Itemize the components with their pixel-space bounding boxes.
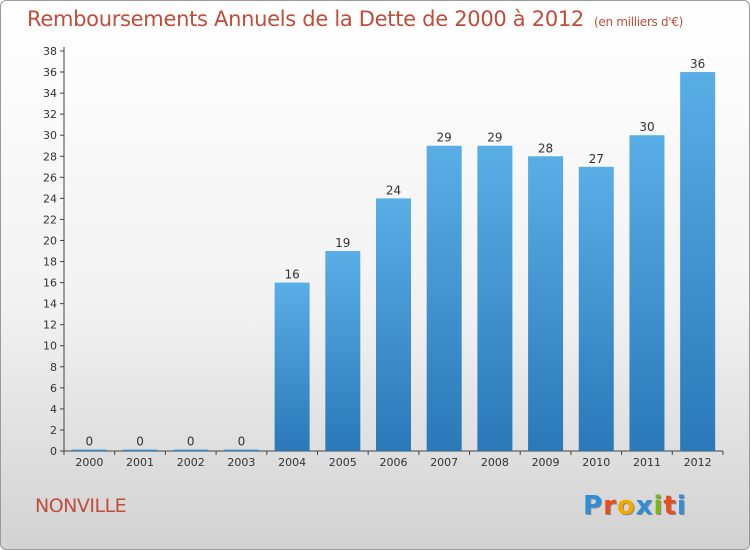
logo-letter: r <box>603 491 617 521</box>
proxiti-logo: Proxiti <box>583 491 687 521</box>
x-tick-label: 2002 <box>177 456 205 469</box>
bar-2011 <box>629 135 665 452</box>
value-label-2012: 36 <box>690 57 705 71</box>
y-tick-label: 14 <box>43 298 57 311</box>
bar-2008 <box>477 145 513 451</box>
value-label-2009: 28 <box>538 141 553 155</box>
bar-2002 <box>173 449 209 451</box>
y-tick-label: 10 <box>43 340 57 353</box>
y-tick-label: 36 <box>43 66 57 79</box>
value-label-2003: 0 <box>238 435 246 449</box>
value-label-2006: 24 <box>386 183 401 197</box>
y-tick-label: 22 <box>43 213 57 226</box>
x-tick-label: 2004 <box>278 456 306 469</box>
logo-letter: t <box>663 491 677 521</box>
chart-title: Remboursements Annuels de la Dette de 20… <box>27 7 683 31</box>
commune-name: NONVILLE <box>35 495 127 517</box>
x-tick-label: 2010 <box>582 456 610 469</box>
x-tick-label: 2005 <box>329 456 357 469</box>
y-tick-label: 28 <box>43 150 57 163</box>
logo-letter: P <box>583 491 604 521</box>
y-tick-label: 2 <box>50 424 57 437</box>
value-label-2005: 19 <box>335 236 350 250</box>
bar-2001 <box>122 449 158 451</box>
y-tick-label: 0 <box>50 445 57 458</box>
bar-2009 <box>528 156 564 451</box>
y-tick-label: 32 <box>43 108 57 121</box>
x-tick-label: 2001 <box>126 456 154 469</box>
bar-2010 <box>578 166 614 451</box>
y-tick-label: 8 <box>50 361 57 374</box>
y-tick-label: 12 <box>43 319 57 332</box>
y-tick-label: 24 <box>43 192 57 205</box>
value-labels: 0 0 0 0 16 19 24 29 29 28 27 30 36 <box>86 57 706 448</box>
logo-letter: o <box>616 491 636 521</box>
y-tick-label: 38 <box>43 45 57 58</box>
bar-2003 <box>223 449 259 451</box>
x-axis: 2000 2001 2002 2003 2004 2005 2006 2007 2008 2009… <box>63 450 724 469</box>
bar-2006 <box>376 198 411 451</box>
bar-2012 <box>680 72 716 451</box>
y-tick-label: 30 <box>43 129 57 142</box>
bar-2000 <box>71 449 107 451</box>
bars <box>71 72 716 452</box>
x-tick-label: 2007 <box>430 456 458 469</box>
value-label-2011: 30 <box>639 120 654 134</box>
value-label-2007: 29 <box>437 131 452 145</box>
y-tick-label: 18 <box>43 256 57 269</box>
value-label-2004: 16 <box>284 268 299 282</box>
y-tick-label: 6 <box>50 382 57 395</box>
y-tick-label: 20 <box>43 234 57 247</box>
value-label-2001: 0 <box>136 435 144 449</box>
x-tick-label: 2009 <box>532 456 560 469</box>
x-tick-label: 2000 <box>75 456 103 469</box>
value-label-2008: 29 <box>487 131 502 145</box>
value-label-2010: 27 <box>589 152 604 166</box>
y-tick-label: 34 <box>43 87 57 100</box>
logo-letter: i <box>653 491 664 521</box>
x-tick-label: 2008 <box>481 456 509 469</box>
x-tick-label: 2012 <box>684 456 712 469</box>
y-tick-label: 26 <box>43 171 57 184</box>
y-tick-label: 16 <box>43 277 57 290</box>
chart-title-text: Remboursements Annuels de la Dette de 20… <box>27 7 584 31</box>
chart-unit: (en milliers d'€) <box>594 15 684 29</box>
bar-2005 <box>325 251 361 451</box>
logo-letter: i <box>676 491 687 521</box>
x-tick-label: 2003 <box>227 456 255 469</box>
y-tick-label: 4 <box>50 403 57 416</box>
value-label-2000: 0 <box>86 435 94 449</box>
logo-letter: x <box>635 491 654 521</box>
x-tick-label: 2011 <box>633 456 661 469</box>
bar-2007 <box>426 145 462 451</box>
x-tick-label: 2006 <box>380 456 408 469</box>
bar-2004 <box>274 282 310 451</box>
value-label-2002: 0 <box>187 435 195 449</box>
